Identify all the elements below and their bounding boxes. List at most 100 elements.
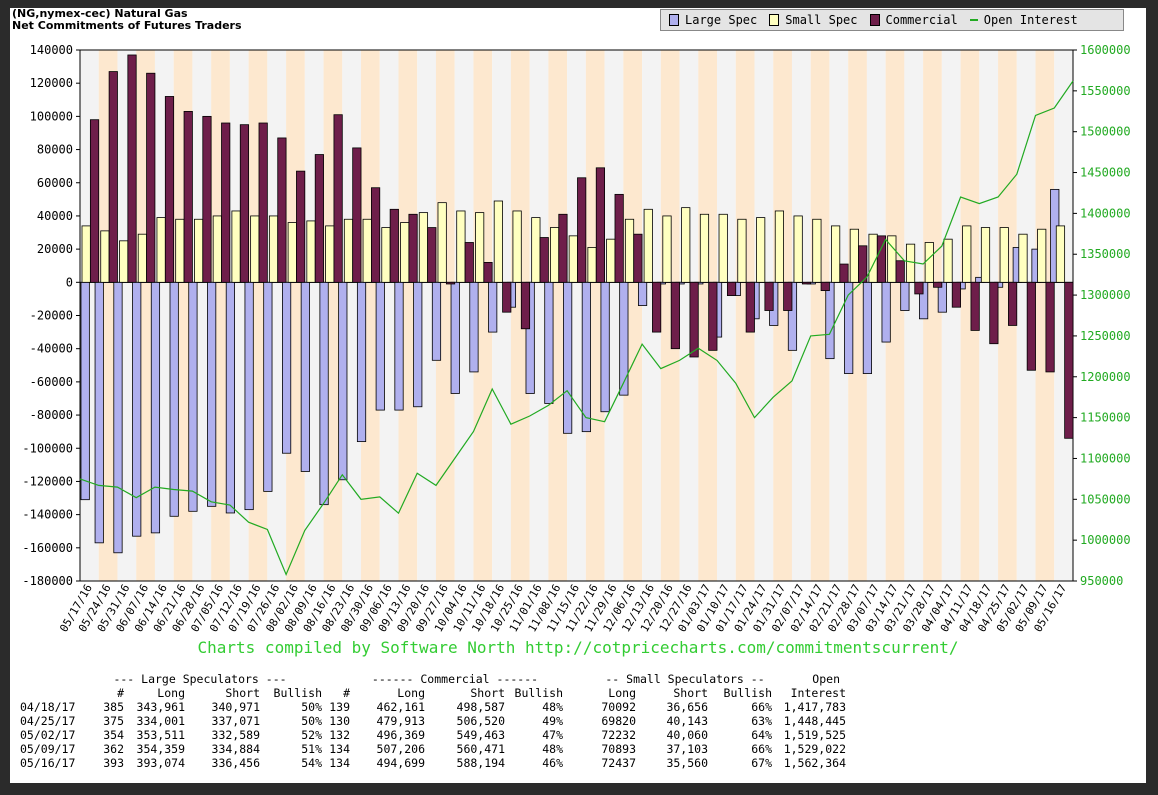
chart-title-line2: Net Commitments of Futures Traders — [12, 19, 242, 32]
bar-commercial — [670, 281, 680, 350]
y2-tick-label: 1300000 — [1080, 288, 1131, 302]
bar-small-spec — [699, 213, 710, 283]
bar-large-spec — [132, 281, 142, 537]
bar-small-spec — [905, 243, 916, 283]
bar-commercial — [914, 281, 924, 295]
band-41 — [848, 50, 867, 581]
bar-small-spec — [100, 230, 110, 283]
table-cell: 1,562,364 — [783, 756, 846, 770]
table-cell: 354,359 — [136, 742, 185, 756]
table-cell: 69820 — [601, 714, 636, 728]
table-cell: 507,206 — [376, 742, 425, 756]
legend-swatch — [869, 14, 880, 26]
bar-commercial — [652, 281, 662, 333]
y2-tick-label: 1400000 — [1080, 206, 1131, 220]
y2-tick-label: 1350000 — [1080, 247, 1131, 261]
bar-large-spec — [825, 281, 835, 360]
table-cell: 462,161 — [376, 700, 425, 714]
bar-commercial — [389, 208, 399, 283]
bar-commercial — [89, 119, 100, 283]
bar-large-spec — [919, 281, 929, 320]
table-cell: 332,589 — [211, 728, 260, 742]
table-cell: 66% — [751, 742, 772, 756]
legend-item: Small Spec — [769, 13, 858, 27]
bar-small-spec — [1018, 233, 1028, 283]
table-cell: 354 — [103, 728, 124, 742]
band-20 — [454, 50, 474, 581]
bar-commercial — [352, 147, 362, 283]
table-cell: 1,529,022 — [783, 742, 846, 756]
legend-label: Open Interest — [983, 13, 1078, 27]
legend-item: Commercial — [869, 13, 958, 27]
bar-small-spec — [606, 238, 616, 283]
bar-commercial — [970, 281, 980, 331]
bar-small-spec — [887, 235, 897, 283]
table-cell: 336,456 — [211, 756, 260, 770]
bar-large-spec — [188, 281, 198, 512]
chart-title-line1: (NG,nymex-cec) Natural Gas — [12, 8, 188, 20]
bar-large-spec — [787, 281, 798, 351]
band-49 — [998, 50, 1017, 581]
legend: Large Spec Small Spec Commercial Open Inter… — [660, 9, 1124, 31]
bar-small-spec — [175, 218, 185, 283]
table-cell: 1,417,783 — [783, 700, 846, 714]
table-cell: 134 — [329, 742, 350, 756]
bar-commercial — [1008, 281, 1018, 326]
table-cell: 496,369 — [376, 728, 425, 742]
band-44 — [904, 50, 924, 581]
bar-commercial — [989, 281, 999, 345]
bar-small-spec — [831, 225, 841, 283]
bar-commercial — [801, 281, 812, 285]
bar-large-spec — [169, 281, 179, 517]
bar-large-spec — [319, 281, 329, 506]
y2-tick-label: 1000000 — [1080, 533, 1131, 547]
band-43 — [885, 50, 905, 581]
bar-small-spec — [849, 228, 859, 283]
table-cell: 63% — [751, 714, 772, 728]
bar-commercial — [445, 281, 456, 285]
bar-small-spec — [643, 208, 653, 283]
bar-commercial — [1064, 281, 1074, 439]
legend-label: Large Spec — [685, 13, 758, 27]
table-cell: 139 — [329, 700, 350, 714]
bar-commercial — [876, 235, 887, 283]
table-column-header: Short — [470, 686, 505, 700]
bar-small-spec — [943, 238, 953, 283]
table-column-header: Long — [397, 686, 425, 700]
table-column-header: Short — [225, 686, 260, 700]
table-date: 05/09/17 — [20, 742, 76, 756]
y-tick-label: -40000 — [30, 342, 73, 356]
bar-small-spec — [250, 215, 260, 283]
bar-large-spec — [394, 281, 404, 411]
table-cell: 340,971 — [211, 700, 260, 714]
y-tick-label: -80000 — [30, 408, 73, 422]
bar-small-spec — [1055, 225, 1066, 283]
table-cell: 334,884 — [211, 742, 260, 756]
bar-large-spec — [338, 281, 348, 481]
y2-tick-label: 1250000 — [1080, 329, 1131, 343]
bar-large-spec — [356, 281, 367, 443]
bar-commercial — [146, 72, 156, 283]
band-15 — [361, 50, 380, 581]
bar-small-spec — [362, 218, 372, 283]
table-column-header: # — [117, 686, 124, 700]
table-cell: 479,913 — [376, 714, 425, 728]
table-cell: 1,519,525 — [783, 728, 846, 742]
bar-large-spec — [113, 281, 123, 554]
y2-tick-label: 1200000 — [1080, 370, 1131, 384]
table-date: 04/25/17 — [20, 714, 76, 728]
bar-small-spec — [306, 220, 316, 283]
table-column-header: Interest — [790, 686, 846, 700]
credit-text: Charts compiled by Software North http:/… — [197, 638, 959, 657]
band-50 — [1016, 50, 1036, 581]
bar-commercial — [258, 122, 268, 283]
open-interest-line — [79, 80, 1074, 577]
bar-small-spec — [774, 210, 784, 283]
band-23 — [510, 50, 530, 581]
y-tick-label: -180000 — [22, 574, 73, 588]
bar-commercial — [933, 281, 943, 288]
legend-item: Large Spec — [669, 13, 757, 27]
table-date: 04/18/17 — [20, 700, 76, 714]
bar-commercial — [708, 281, 718, 351]
bar-commercial — [427, 227, 437, 283]
